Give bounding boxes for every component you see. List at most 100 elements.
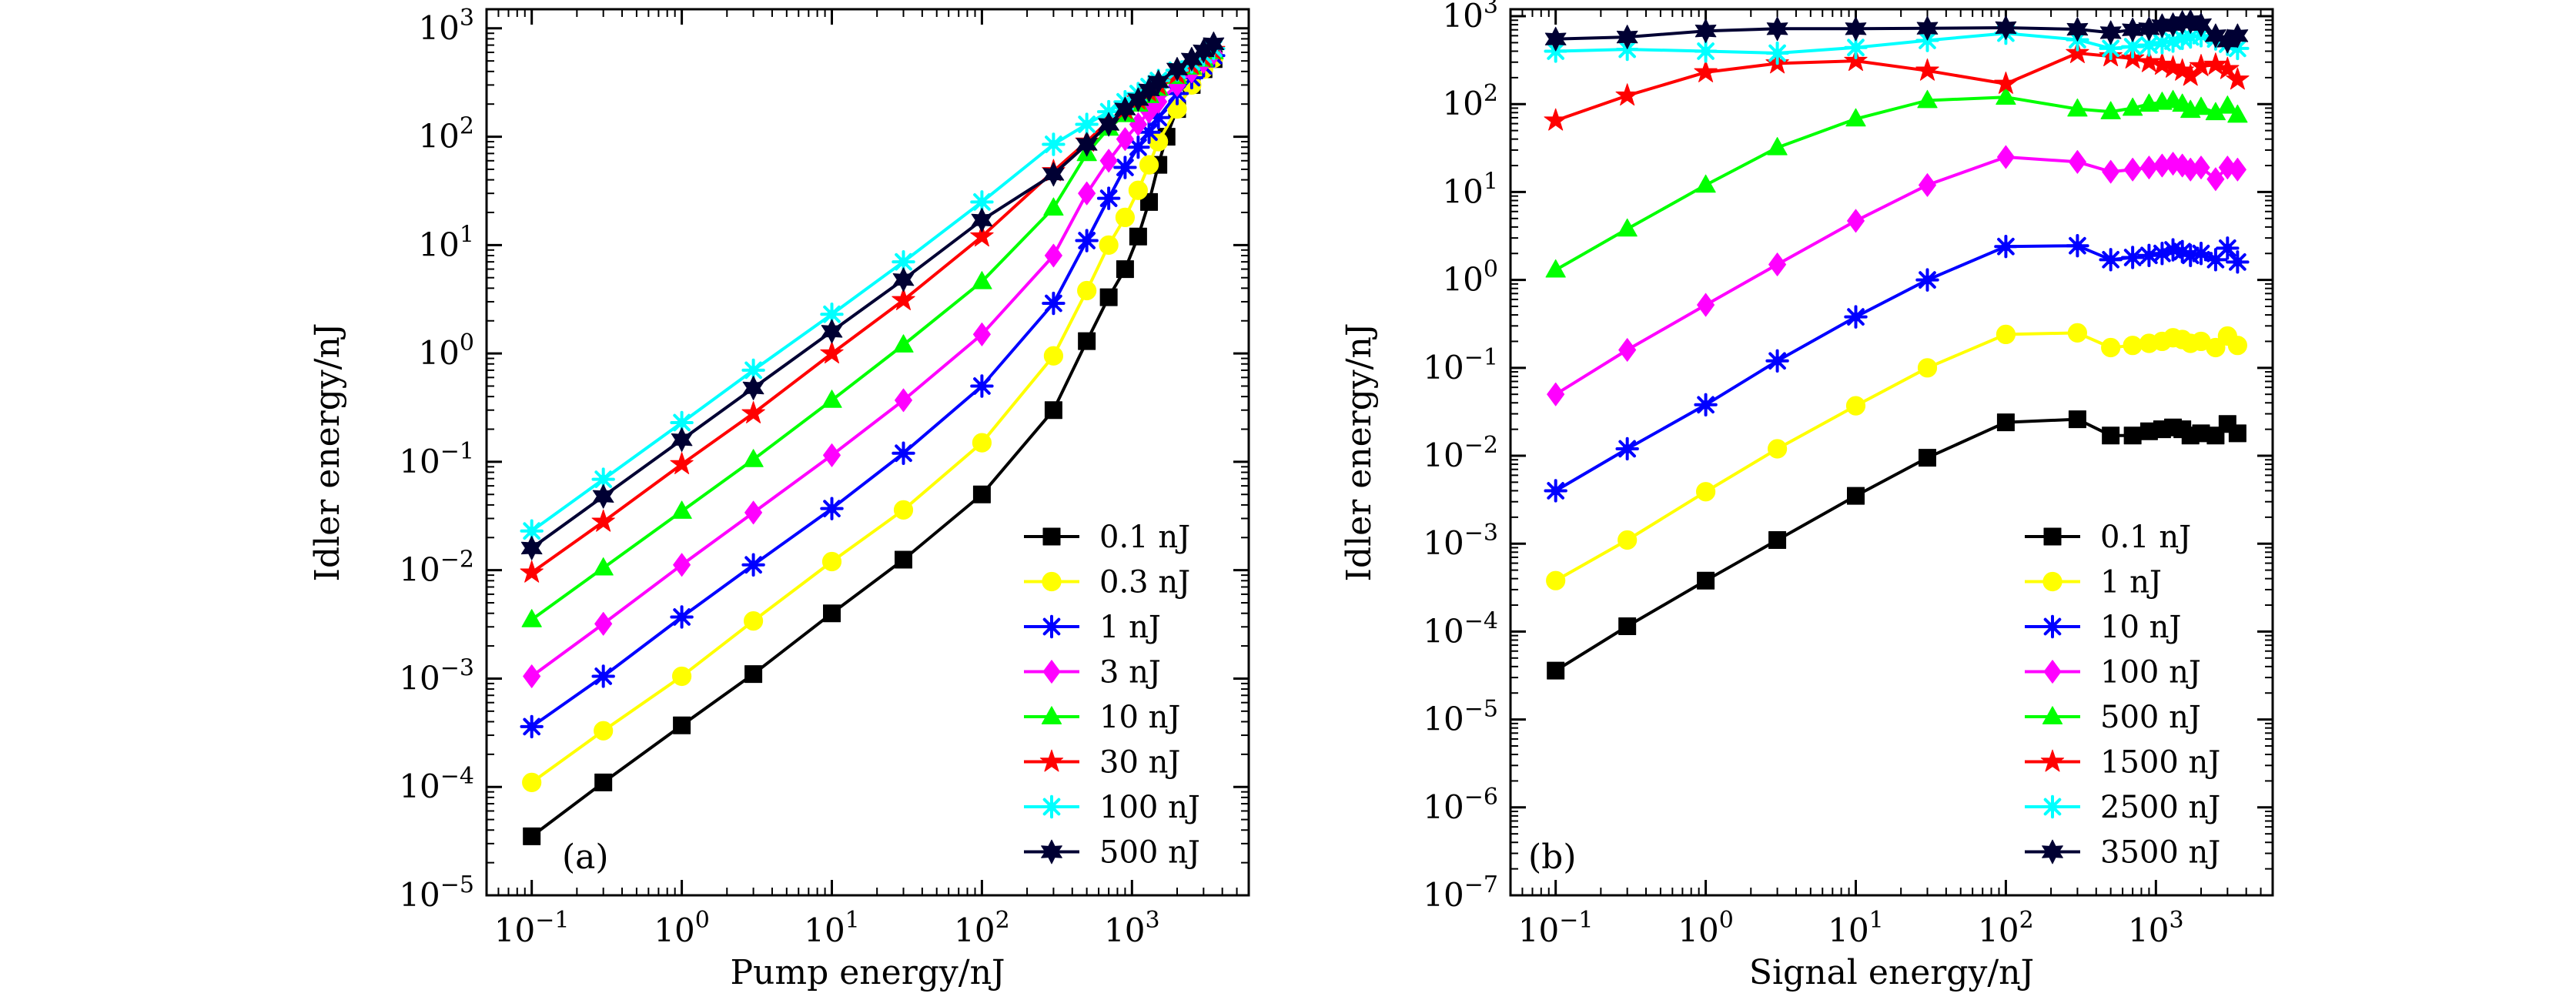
data-point [2068, 410, 2086, 429]
data-point [744, 500, 763, 525]
legend-label: 1 nJ [1099, 610, 1161, 645]
legend-label: 30 nJ [1099, 745, 1180, 781]
y-tick-label: 10−4 [1423, 607, 1498, 650]
data-point [893, 500, 914, 520]
data-point [971, 208, 993, 232]
data-point [1765, 41, 1789, 65]
legend-item: 3500 nJ [2025, 835, 2220, 871]
y-tick-label: 100 [418, 329, 474, 372]
legend-marker [1041, 839, 1062, 865]
data-point [972, 322, 991, 346]
data-point [522, 772, 542, 792]
legend-item: 10 nJ [2025, 610, 2181, 645]
data-point [1078, 332, 1096, 350]
data-point [2216, 56, 2240, 79]
data-area [1544, 9, 2250, 680]
data-point [2101, 337, 2121, 358]
data-point [2217, 95, 2238, 114]
legend: 0.1 nJ 0.3 nJ 1 nJ 3 nJ 10 nJ 30 nJ 100 nJ 500 … [1024, 520, 1200, 871]
legend-label: 2500 nJ [2100, 790, 2220, 825]
data-point [744, 665, 763, 684]
data-point [1203, 31, 1225, 56]
data-point [2216, 236, 2240, 260]
data-point [1076, 132, 1098, 157]
legend-marker [1041, 706, 1062, 724]
y-tick-label: 10−5 [399, 871, 474, 914]
y-axis-title: Idler energy/nJ [308, 323, 347, 582]
minor-ticks [487, 9, 1249, 895]
data-point [1996, 324, 2016, 345]
data-point [1044, 243, 1062, 268]
data-point [821, 390, 842, 408]
data-point [2226, 250, 2250, 274]
x-tick-label: 103 [1104, 907, 1160, 949]
data-point [892, 267, 915, 293]
legend-marker [2040, 614, 2065, 639]
data-point [2203, 52, 2228, 75]
legend-marker [1042, 660, 1061, 684]
data-point [1766, 16, 1788, 42]
y-tick-label: 10−6 [1423, 784, 1498, 826]
data-point [972, 485, 991, 503]
data-point [521, 609, 542, 627]
legend-item: 1 nJ [2025, 565, 2162, 600]
legend-item: 0.1 nJ [1024, 520, 1190, 555]
y-tick-label: 103 [1442, 0, 1498, 35]
plot-frame [485, 8, 1250, 897]
data-point [892, 249, 915, 274]
data-point [1844, 305, 1868, 329]
data-point [1128, 180, 1148, 200]
data-point [1546, 570, 1566, 590]
chart-panel-b: 10−1 100 101 102 103 10−7 10−6 10−5 10−4 10−3 10−2… [1340, 0, 2274, 992]
data-point [2206, 167, 2225, 192]
data-point [2205, 23, 2226, 48]
data-point [742, 376, 764, 400]
data-point [1042, 162, 1065, 187]
series-500-nj [520, 31, 1225, 560]
data-point [520, 560, 544, 583]
data-point [1043, 346, 1064, 366]
data-point [1996, 145, 2015, 169]
data-point [1694, 393, 1718, 417]
data-point [892, 288, 915, 310]
data-point [1544, 108, 1567, 131]
legend-marker [2042, 571, 2062, 592]
data-point [594, 721, 614, 741]
data-point [821, 319, 843, 344]
data-point [523, 664, 541, 688]
legend-label: 500 nJ [2100, 700, 2201, 735]
data-point [1916, 15, 1939, 41]
data-point [520, 536, 543, 560]
y-tick-label: 10−2 [399, 547, 474, 589]
data-point [1695, 482, 1716, 502]
data-point [591, 664, 615, 688]
y-tick-label: 101 [1442, 168, 1498, 210]
legend-marker [1042, 527, 1061, 546]
legend-label: 1 nJ [2100, 565, 2162, 600]
data-point [2123, 426, 2142, 445]
data-point [2100, 101, 2121, 119]
data-point [2226, 23, 2249, 48]
data-point [1115, 207, 1136, 228]
data-point [1078, 181, 1096, 206]
data-point [1917, 89, 1938, 109]
data-point [673, 716, 691, 734]
series-500-nj [1545, 86, 2248, 278]
x-tick-label: 102 [954, 907, 1010, 949]
data-point [741, 553, 765, 577]
x-axis-title: Pump energy/nJ [730, 953, 1005, 992]
data-point [1994, 72, 2018, 94]
data-point [2137, 49, 2161, 72]
x-tick-label: 10−1 [494, 907, 570, 949]
data-point [1042, 132, 1066, 156]
legend-label: 10 nJ [1099, 700, 1180, 735]
data-point [1994, 235, 2018, 259]
legend-label: 3 nJ [1099, 655, 1161, 691]
y-axis-title: Idler energy/nJ [1340, 323, 1379, 582]
data-point [2099, 248, 2123, 272]
x-tick-label: 102 [1978, 907, 2034, 949]
data-point [2203, 248, 2228, 272]
data-point [1618, 530, 1638, 550]
series-1-nj [1546, 323, 2247, 590]
data-point [1618, 617, 1637, 635]
